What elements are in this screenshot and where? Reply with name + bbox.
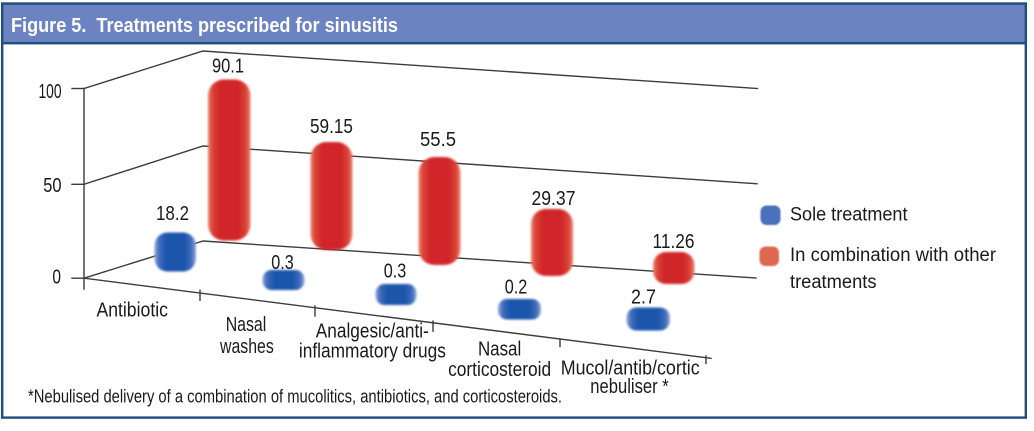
svg-text:0: 0 xyxy=(52,267,61,289)
svg-text:90.1: 90.1 xyxy=(212,56,244,78)
svg-text:100: 100 xyxy=(39,81,62,103)
svg-text:18.2: 18.2 xyxy=(156,203,189,225)
svg-text:corticosteroid: corticosteroid xyxy=(448,359,551,381)
svg-text:0.3: 0.3 xyxy=(384,261,407,283)
svg-text:Figure 5. Treatments prescrib: Figure 5. Treatments prescribed for sinu… xyxy=(11,15,398,37)
svg-text:Antibiotic: Antibiotic xyxy=(96,300,168,322)
svg-text:treatments: treatments xyxy=(790,272,877,293)
svg-text:29.37: 29.37 xyxy=(532,188,576,210)
svg-text:0.3: 0.3 xyxy=(271,252,294,274)
svg-text:inflammatory drugs: inflammatory drugs xyxy=(299,341,446,363)
svg-text:Sole treatment: Sole treatment xyxy=(790,204,908,225)
svg-text:In combination with other: In combination with other xyxy=(790,245,997,266)
svg-text:Nasal: Nasal xyxy=(478,339,521,361)
svg-text:55.5: 55.5 xyxy=(420,129,456,151)
svg-text:59.15: 59.15 xyxy=(310,116,353,138)
svg-text:nebuliser *: nebuliser * xyxy=(590,376,669,398)
svg-text:50: 50 xyxy=(43,175,61,197)
svg-text:Nasal: Nasal xyxy=(226,314,267,336)
svg-text:11.26: 11.26 xyxy=(653,231,695,253)
svg-text:0.2: 0.2 xyxy=(505,277,528,299)
svg-text:Analgesic/anti-: Analgesic/anti- xyxy=(316,320,429,342)
svg-text:2.7: 2.7 xyxy=(631,287,656,309)
svg-text:Mucol/antib/cortic: Mucol/antib/cortic xyxy=(561,358,700,380)
svg-text:*Nebulised delivery of a combi: *Nebulised delivery of a combination of … xyxy=(28,386,562,407)
svg-text:washes: washes xyxy=(219,336,274,358)
